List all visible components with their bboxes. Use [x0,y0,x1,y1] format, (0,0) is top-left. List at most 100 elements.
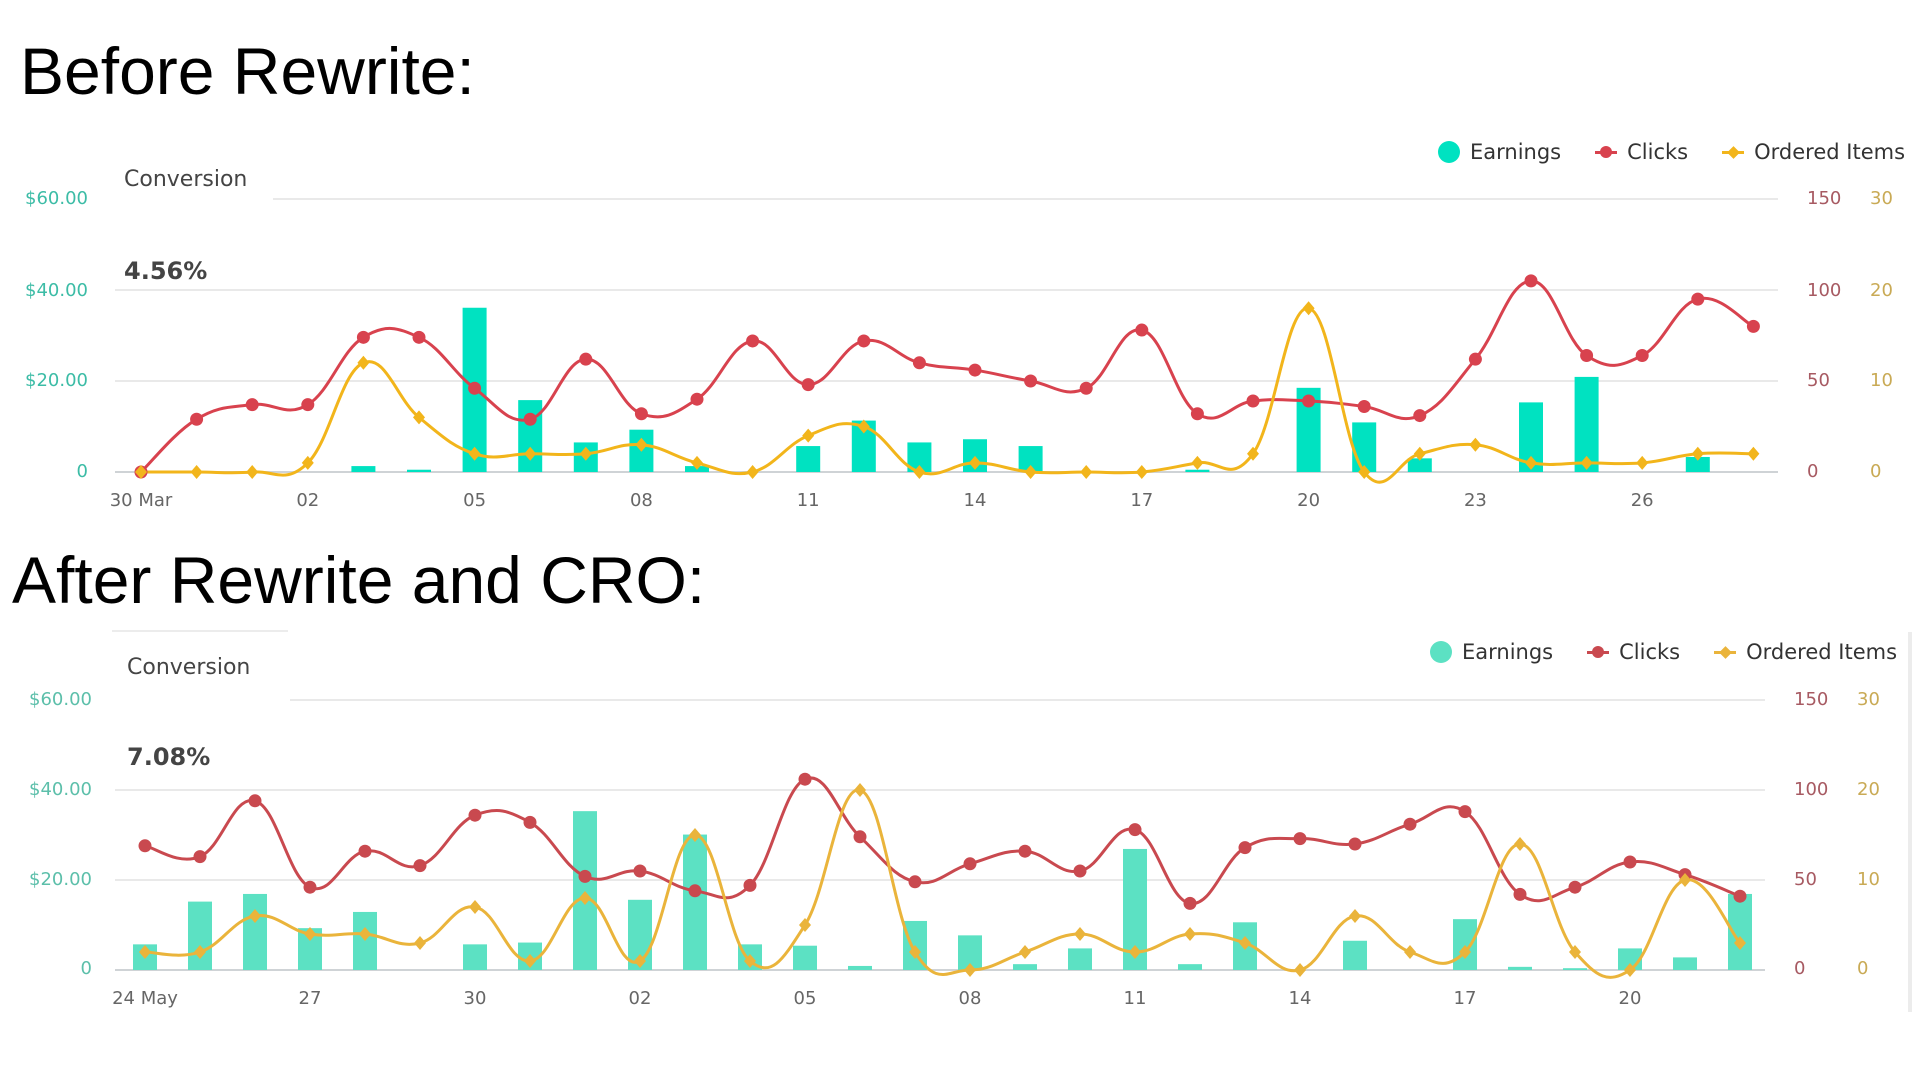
ordered-items-point[interactable] [913,465,926,479]
ordered-items-point[interactable] [1734,936,1746,950]
clicks-point[interactable] [1190,407,1204,421]
ordered-items-point[interactable] [1691,446,1704,461]
clicks-point[interactable] [1348,837,1362,851]
clicks-point[interactable] [688,884,702,898]
ordered-items-point[interactable] [689,828,701,842]
ordered-items-point[interactable] [468,446,481,461]
ordered-items-point[interactable] [357,355,370,370]
clicks-point[interactable] [1733,889,1747,903]
ordered-items-point[interactable] [969,455,981,470]
ordered-items-point[interactable] [139,945,151,959]
ordered-items-point[interactable] [634,954,646,968]
clicks-point[interactable] [248,794,262,808]
clicks-point[interactable] [1357,399,1371,413]
ordered-items-point[interactable] [414,936,426,950]
clicks-point[interactable] [413,859,427,873]
ordered-items-point[interactable] [1191,455,1204,470]
clicks-point[interactable] [912,356,926,370]
clicks-point[interactable] [1691,292,1705,306]
clicks-point[interactable] [1293,832,1307,846]
clicks-point[interactable] [1513,887,1527,901]
ordered-items-point[interactable] [1624,963,1636,977]
ordered-items-point[interactable] [1019,945,1031,959]
clicks-point[interactable] [1468,352,1482,366]
earnings-bar[interactable] [1673,957,1697,970]
earnings-bar[interactable] [518,400,543,472]
clicks-point[interactable] [138,839,152,853]
ordered-items-point[interactable] [579,891,591,905]
ordered-items-point[interactable] [1294,963,1306,977]
clicks-point[interactable] [579,352,593,366]
clicks-point[interactable] [1238,841,1252,855]
clicks-point[interactable] [1079,381,1093,395]
earnings-bar[interactable] [793,945,817,970]
earnings-bar[interactable] [796,446,821,472]
clicks-point[interactable] [1246,394,1260,408]
ordered-items-point[interactable] [1358,465,1371,479]
ordered-items-point[interactable] [1080,465,1093,479]
earnings-bar[interactable] [573,811,597,970]
clicks-point[interactable] [356,330,370,344]
clicks-point[interactable] [245,398,259,412]
ordered-items-point[interactable] [1135,465,1148,479]
ordered-items-point[interactable] [524,954,536,968]
legend-item-ordered-items[interactable]: Ordered Items [1722,140,1905,164]
clicks-point[interactable] [468,381,482,395]
clicks-point[interactable] [634,407,648,421]
clicks-point[interactable] [1623,855,1637,869]
earnings-bar[interactable] [1453,919,1477,970]
clicks-point[interactable] [1580,349,1594,363]
earnings-bar[interactable] [407,469,431,472]
ordered-items-point[interactable] [1239,936,1251,950]
clicks-point[interactable] [190,412,204,426]
ordered-items-point[interactable] [413,410,425,425]
earnings-bar[interactable] [1178,964,1202,970]
clicks-point[interactable] [1135,323,1149,337]
clicks-point[interactable] [857,334,871,348]
clicks-point[interactable] [690,392,704,406]
ordered-items-point[interactable] [249,909,261,923]
clicks-point[interactable] [1302,394,1316,408]
ordered-items-point[interactable] [1636,455,1649,470]
clicks-point[interactable] [303,880,317,894]
clicks-point[interactable] [1073,864,1087,878]
ordered-items-point[interactable] [469,900,481,914]
ordered-items-point[interactable] [857,419,870,434]
ordered-items-point[interactable] [964,963,976,977]
earnings-bar[interactable] [848,965,872,970]
ordered-items-point[interactable] [359,927,371,941]
ordered-items-point[interactable] [1580,455,1593,470]
ordered-items-point[interactable] [1525,455,1537,470]
ordered-items-point[interactable] [1569,945,1581,959]
ordered-items-point[interactable] [1024,465,1037,479]
earnings-bar[interactable] [188,901,212,970]
clicks-point[interactable] [301,398,315,412]
earnings-bar[interactable] [1685,456,1710,472]
ordered-items-point[interactable] [1679,873,1691,887]
clicks-point[interactable] [193,850,207,864]
ordered-items-point[interactable] [1302,301,1315,316]
clicks-point[interactable] [1128,823,1142,837]
ordered-items-point[interactable] [1074,927,1086,941]
clicks-point[interactable] [468,808,482,822]
legend-item-earnings[interactable]: Earnings [1430,640,1553,664]
ordered-items-point[interactable] [1349,909,1361,923]
ordered-items-point[interactable] [691,455,703,470]
earnings-bar[interactable] [1352,422,1377,472]
clicks-point[interactable] [633,864,647,878]
ordered-items-point[interactable] [909,945,921,959]
earnings-bar[interactable] [1068,948,1092,970]
earnings-bar[interactable] [1508,966,1532,970]
earnings-bar[interactable] [463,944,487,970]
ordered-items-point[interactable] [1247,446,1259,461]
ordered-items-point[interactable] [1459,945,1471,959]
legend-item-ordered-items[interactable]: Ordered Items [1714,640,1897,664]
ordered-items-point[interactable] [799,918,811,932]
ordered-items-point[interactable] [1747,446,1760,461]
ordered-items-point[interactable] [304,927,316,941]
clicks-point[interactable] [1524,274,1538,288]
clicks-point[interactable] [853,830,867,844]
earnings-bar[interactable] [1185,469,1210,472]
clicks-point[interactable] [358,844,372,858]
clicks-point[interactable] [523,412,537,426]
